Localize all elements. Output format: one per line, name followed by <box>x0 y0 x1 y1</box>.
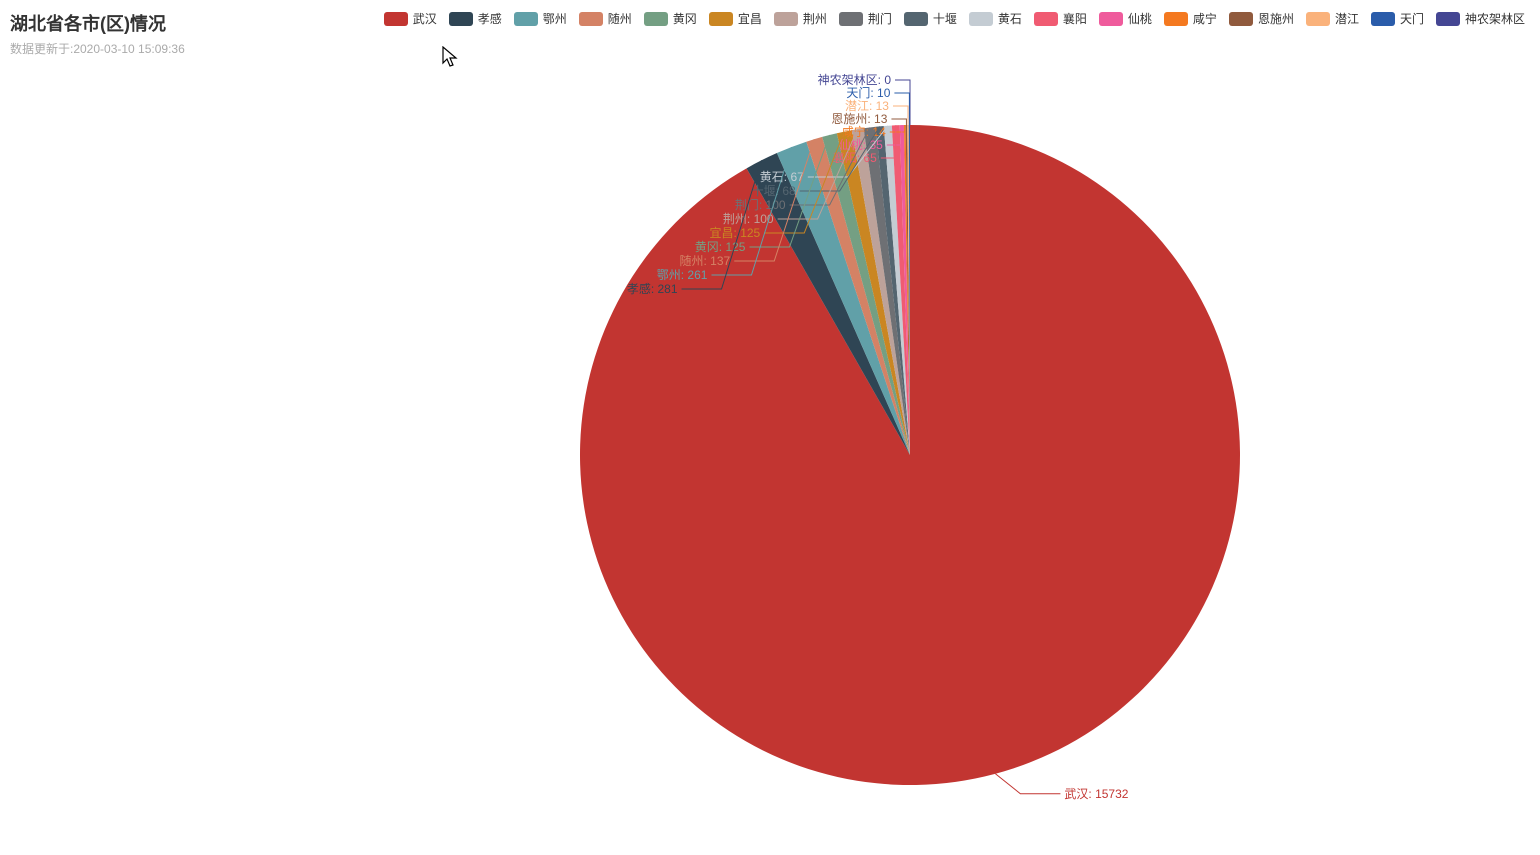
legend-swatch <box>1436 12 1460 26</box>
legend-item[interactable]: 潜江 <box>1306 10 1359 27</box>
chart-header: 湖北省各市(区)情况 数据更新于:2020-03-10 15:09:36 <box>10 10 185 57</box>
legend-label: 宜昌 <box>738 10 762 27</box>
legend-swatch <box>1371 12 1395 26</box>
legend-item[interactable]: 鄂州 <box>514 10 567 27</box>
slice-label-line <box>893 106 908 125</box>
legend-item[interactable]: 襄阳 <box>1034 10 1087 27</box>
legend-label: 随州 <box>608 10 632 27</box>
chart-subtitle: 数据更新于:2020-03-10 15:09:36 <box>10 40 185 57</box>
pie-chart-container: 武汉: 15732神农架林区: 0天门: 10潜江: 13恩施州: 13咸宁: … <box>0 60 1540 850</box>
slice-label: 荆门: 100 <box>735 197 786 212</box>
legend-swatch <box>1099 12 1123 26</box>
slice-label: 随州: 137 <box>680 253 731 268</box>
legend-swatch <box>969 12 993 26</box>
legend-item[interactable]: 黄石 <box>969 10 1022 27</box>
slice-label: 神农架林区: 0 <box>818 73 892 87</box>
slice-label-line <box>891 119 906 125</box>
legend-item[interactable]: 武汉 <box>384 10 437 27</box>
legend-item[interactable]: 天门 <box>1371 10 1424 27</box>
slice-label: 荆州: 100 <box>723 212 774 226</box>
legend-swatch <box>774 12 798 26</box>
slice-label: 黄冈: 125 <box>695 240 746 254</box>
legend-item[interactable]: 随州 <box>579 10 632 27</box>
legend-item[interactable]: 荆门 <box>839 10 892 27</box>
legend-label: 荆州 <box>803 10 827 27</box>
legend-label: 襄阳 <box>1063 10 1087 27</box>
legend-label: 十堰 <box>933 10 957 27</box>
slice-label: 十堰: 68 <box>752 184 796 198</box>
legend-swatch <box>1306 12 1330 26</box>
legend-label: 天门 <box>1400 10 1424 27</box>
chart-title: 湖北省各市(区)情况 <box>10 10 185 36</box>
slice-label: 潜江: 13 <box>845 99 889 113</box>
legend-label: 恩施州 <box>1258 10 1294 27</box>
legend-label: 仙桃 <box>1128 10 1152 27</box>
legend-label: 鄂州 <box>543 10 567 27</box>
legend-label: 荆门 <box>868 10 892 27</box>
legend-item[interactable]: 咸宁 <box>1164 10 1217 27</box>
legend-item[interactable]: 黄冈 <box>644 10 697 27</box>
slice-label: 孝感: 281 <box>627 281 678 296</box>
legend-item[interactable]: 十堰 <box>904 10 957 27</box>
legend-item[interactable]: 孝感 <box>449 10 502 27</box>
pie-chart-svg: 武汉: 15732神农架林区: 0天门: 10潜江: 13恩施州: 13咸宁: … <box>0 60 1540 850</box>
slice-label-line <box>995 774 1060 794</box>
legend-label: 孝感 <box>478 10 502 27</box>
legend-swatch <box>1164 12 1188 26</box>
slice-label: 襄阳: 65 <box>833 150 877 165</box>
chart-legend: 武汉 孝感 鄂州 随州 黄冈 宜昌 荆州 荆门 十堰 黄石 襄阳 仙桃 咸宁 恩施州 潜江 天门 神农架林区 <box>384 10 1525 27</box>
legend-swatch <box>579 12 603 26</box>
legend-label: 黄石 <box>998 10 1022 27</box>
legend-item[interactable]: 神农架林区 <box>1436 10 1525 27</box>
legend-label: 黄冈 <box>673 10 697 27</box>
legend-label: 咸宁 <box>1193 10 1217 27</box>
slice-label: 恩施州: 13 <box>831 112 887 126</box>
legend-swatch <box>839 12 863 26</box>
slice-label: 宜昌: 125 <box>710 225 761 240</box>
slice-label: 武汉: 15732 <box>1064 787 1128 801</box>
legend-label: 神农架林区 <box>1465 10 1525 27</box>
legend-item[interactable]: 宜昌 <box>709 10 762 27</box>
legend-swatch <box>449 12 473 26</box>
slice-label: 天门: 10 <box>846 85 890 100</box>
legend-label: 潜江 <box>1335 10 1359 27</box>
legend-item[interactable]: 恩施州 <box>1229 10 1294 27</box>
legend-swatch <box>1229 12 1253 26</box>
legend-swatch <box>514 12 538 26</box>
legend-swatch <box>384 12 408 26</box>
legend-item[interactable]: 荆州 <box>774 10 827 27</box>
legend-item[interactable]: 仙桃 <box>1099 10 1152 27</box>
legend-label: 武汉 <box>413 10 437 27</box>
legend-swatch <box>709 12 733 26</box>
slice-label: 鄂州: 261 <box>657 268 708 282</box>
legend-swatch <box>904 12 928 26</box>
legend-swatch <box>644 12 668 26</box>
legend-swatch <box>1034 12 1058 26</box>
slice-label-line <box>894 93 909 125</box>
